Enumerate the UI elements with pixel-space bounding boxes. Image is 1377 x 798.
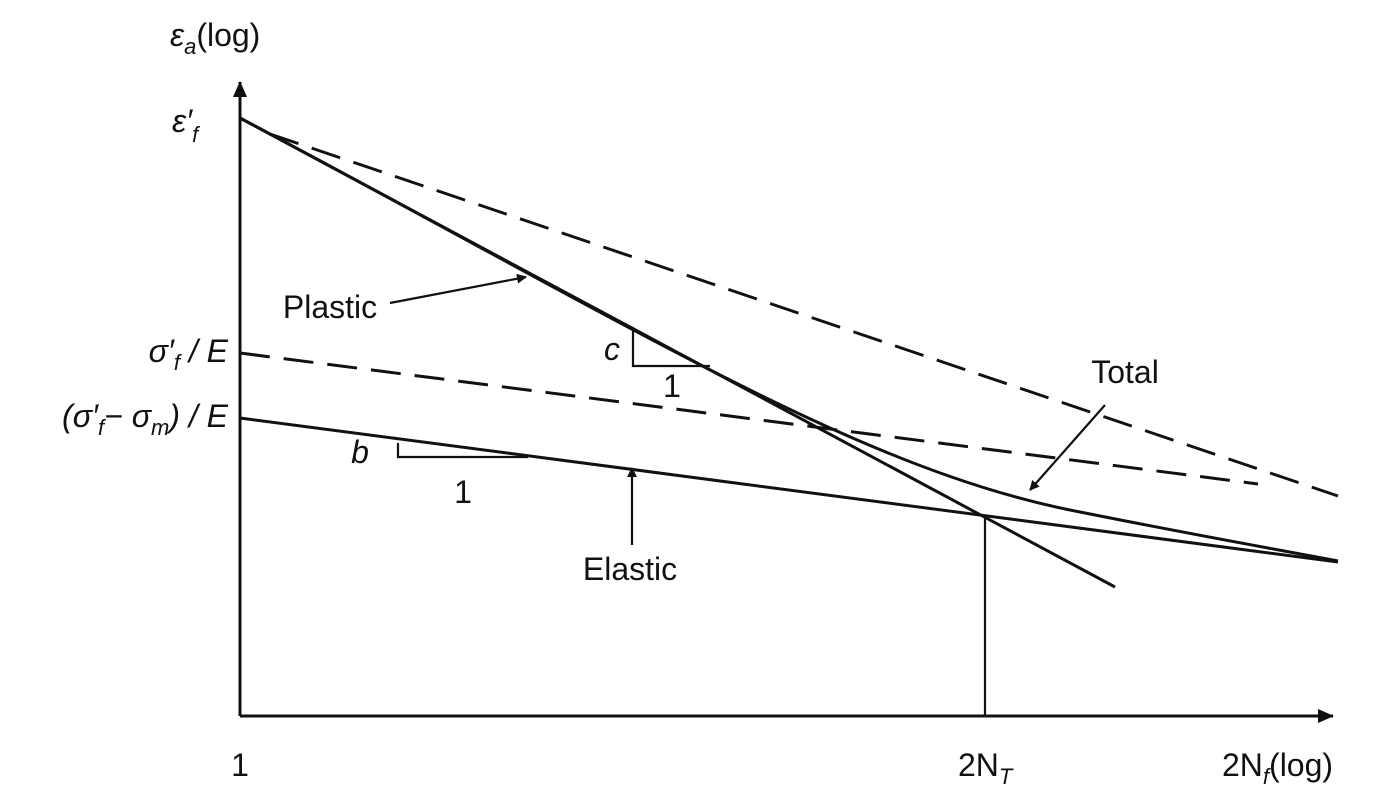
total-label: Total <box>1091 354 1159 390</box>
stress-label: σ′f / E <box>149 333 229 375</box>
plastic-label: Plastic <box>283 289 377 325</box>
elastic-line <box>239 416 1339 564</box>
elastic-label: Elastic <box>583 551 677 587</box>
x-origin-label: 1 <box>231 747 249 783</box>
total-curve <box>239 116 1339 563</box>
transition-label: 2NT <box>958 747 1014 789</box>
y-axis-label: εa(log) <box>170 17 260 59</box>
mean-stress-label: (σ′f− σm) / E <box>62 398 229 440</box>
slope-c: c <box>604 331 620 367</box>
total-pointer <box>1029 404 1106 491</box>
plastic-pointer <box>389 273 527 305</box>
x-axis-label: 2Nf(log) <box>1222 747 1333 789</box>
plastic-slope <box>631 330 710 368</box>
strain-coefficient-label: ε′f <box>172 103 201 147</box>
stress-line <box>239 351 1259 486</box>
plastic-extension <box>269 132 1339 498</box>
slope-c-run: 1 <box>663 368 681 404</box>
slope-b-run: 1 <box>454 474 472 510</box>
slope-b: b <box>351 434 369 470</box>
elastic-slope <box>396 443 528 459</box>
